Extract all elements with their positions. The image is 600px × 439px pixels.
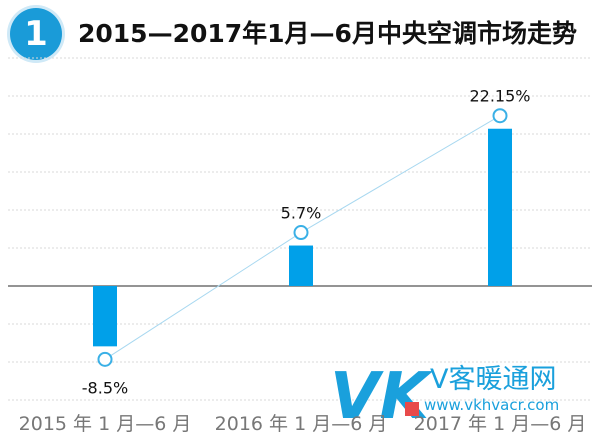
data-label: -8.5%	[82, 378, 128, 397]
bar	[289, 245, 313, 286]
watermark-brand-name: V客暖通网	[430, 364, 556, 395]
trend-marker	[293, 225, 309, 241]
watermark-letters: VK	[330, 360, 434, 434]
title-badge-number: 1	[24, 14, 48, 54]
data-label: 5.7%	[281, 204, 322, 223]
x-tick-label: 2017 年 1 月—6 月	[414, 413, 587, 435]
x-axis-tick-labels: 2015 年 1 月—6 月 2016 年 1 月—6 月 2017 年 1 月—6…	[19, 413, 587, 435]
watermark-url: www.vkhvacr.com	[424, 396, 559, 414]
trend-marker	[492, 108, 508, 124]
x-tick-label: 2016 年 1 月—6 月	[215, 413, 388, 435]
markers	[97, 108, 508, 367]
chart-title: 2015—2017年1月—6月中央空调市场走势	[78, 19, 577, 48]
data-label: 22.15%	[469, 87, 530, 106]
watermark-logo: VK V客暖通网 www.vkhvacr.com	[330, 360, 559, 434]
x-tick-label: 2015 年 1 月—6 月	[19, 413, 192, 435]
bar	[93, 286, 117, 347]
bars	[93, 128, 512, 347]
data-labels: -8.5% 5.7% 22.15%	[82, 87, 531, 398]
trend-marker	[97, 351, 113, 367]
watermark-dot	[405, 402, 419, 416]
bar	[488, 128, 512, 286]
title-badge: 1	[10, 8, 62, 60]
